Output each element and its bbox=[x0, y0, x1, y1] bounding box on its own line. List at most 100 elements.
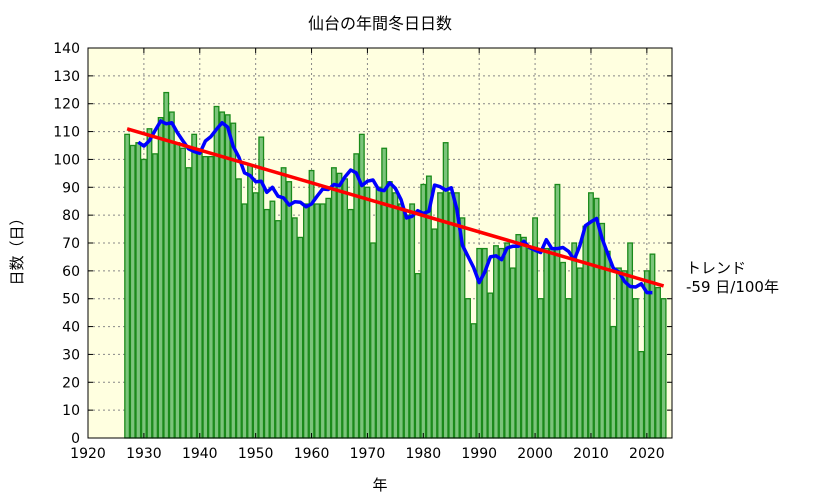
bar bbox=[129, 144, 136, 439]
bar bbox=[548, 247, 555, 439]
bar bbox=[493, 245, 499, 439]
trend-line bbox=[126, 127, 665, 288]
bar bbox=[543, 247, 550, 439]
y-tick-label: 0 bbox=[71, 431, 80, 447]
bar bbox=[403, 214, 410, 439]
bar bbox=[442, 142, 449, 439]
bar bbox=[554, 183, 561, 439]
bar bbox=[515, 233, 522, 439]
bar bbox=[537, 298, 544, 439]
bar bbox=[498, 247, 505, 439]
bar bbox=[409, 203, 416, 439]
bar bbox=[168, 111, 175, 439]
bar bbox=[146, 128, 153, 439]
bar bbox=[140, 158, 147, 439]
trend-label: トレンド bbox=[686, 259, 746, 277]
y-tick-label: 40 bbox=[62, 320, 80, 336]
bars bbox=[124, 91, 667, 439]
bar bbox=[185, 167, 192, 439]
x-tick-label: 1920 bbox=[70, 446, 106, 462]
bar bbox=[487, 292, 494, 439]
y-tick-label: 90 bbox=[62, 180, 80, 196]
bar bbox=[347, 208, 354, 439]
bar bbox=[520, 236, 527, 439]
x-axis-label: 年 bbox=[372, 476, 387, 494]
bar bbox=[582, 225, 589, 439]
bar bbox=[152, 153, 159, 439]
bar bbox=[655, 286, 661, 439]
bar bbox=[593, 197, 600, 439]
y-tick-label: 50 bbox=[62, 292, 80, 308]
axis-ticks: 0 10 20 30 40 50 60 70 80 90 100 110 120 130 140 1920 19… bbox=[53, 41, 672, 462]
y-axis-label: 日数（日） bbox=[8, 210, 26, 285]
bar bbox=[180, 147, 186, 439]
bar bbox=[124, 133, 131, 439]
bar bbox=[196, 150, 203, 439]
y-tick-label: 130 bbox=[53, 69, 80, 85]
bar bbox=[135, 142, 142, 439]
bar bbox=[208, 155, 214, 439]
y-tick-label: 80 bbox=[62, 208, 80, 224]
bar bbox=[621, 270, 628, 439]
bar bbox=[314, 203, 321, 439]
y-tick-label: 10 bbox=[62, 403, 80, 419]
bar bbox=[431, 228, 438, 439]
bar bbox=[174, 142, 181, 439]
bar bbox=[448, 192, 455, 439]
bar bbox=[604, 250, 611, 439]
bar bbox=[241, 203, 248, 439]
y-tick-label: 30 bbox=[62, 347, 80, 363]
bar bbox=[420, 183, 427, 439]
bar bbox=[375, 186, 382, 439]
bar bbox=[470, 323, 477, 439]
y-tick-label: 110 bbox=[53, 125, 80, 141]
y-tick-label: 20 bbox=[62, 375, 80, 391]
x-tick-label: 2010 bbox=[573, 446, 609, 462]
bar bbox=[191, 133, 198, 439]
bar bbox=[509, 267, 516, 439]
bar bbox=[398, 203, 404, 439]
bar bbox=[297, 236, 304, 439]
x-tick-label: 1970 bbox=[350, 446, 386, 462]
bar bbox=[599, 222, 606, 439]
bar bbox=[465, 298, 471, 439]
bar bbox=[414, 272, 421, 439]
bar bbox=[610, 325, 617, 439]
y-tick-label: 140 bbox=[53, 41, 80, 57]
bar bbox=[252, 192, 259, 439]
bar bbox=[660, 298, 667, 439]
bar bbox=[565, 298, 572, 439]
bar bbox=[280, 167, 287, 439]
bar bbox=[615, 267, 622, 439]
moving-average-line bbox=[137, 119, 653, 295]
trend-value-label: -59 日/100年 bbox=[686, 278, 779, 296]
bar bbox=[571, 242, 578, 439]
y-tick-label: 60 bbox=[62, 264, 80, 280]
bar bbox=[224, 114, 231, 439]
x-tick-label: 1990 bbox=[461, 446, 497, 462]
chart-title: 仙台の年間冬日日数 bbox=[308, 14, 452, 33]
bar bbox=[336, 172, 343, 439]
bar bbox=[638, 350, 645, 439]
bar bbox=[392, 192, 399, 439]
bar bbox=[275, 220, 281, 439]
bar bbox=[247, 164, 254, 439]
bar bbox=[370, 242, 376, 439]
x-tick-label: 1940 bbox=[182, 446, 218, 462]
bar bbox=[269, 200, 276, 439]
bar bbox=[319, 203, 326, 439]
x-tick-label: 1980 bbox=[405, 446, 441, 462]
y-tick-label: 100 bbox=[53, 152, 80, 168]
bar bbox=[303, 203, 309, 439]
bar bbox=[437, 192, 444, 439]
y-tick-label: 120 bbox=[53, 97, 80, 113]
bar bbox=[560, 261, 566, 439]
bar bbox=[504, 242, 511, 439]
y-tick-label: 70 bbox=[62, 236, 80, 252]
bar bbox=[588, 192, 594, 439]
bar bbox=[526, 247, 533, 439]
bar bbox=[286, 181, 293, 439]
x-tick-label: 1950 bbox=[238, 446, 274, 462]
x-tick-label: 2020 bbox=[629, 446, 665, 462]
